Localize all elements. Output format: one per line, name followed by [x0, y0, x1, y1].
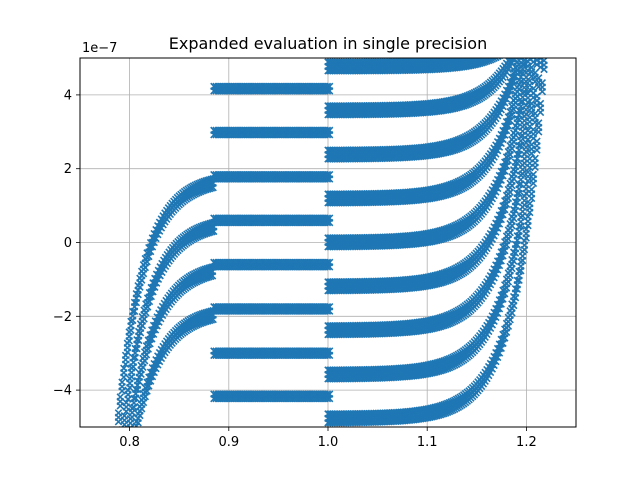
data-point [323, 390, 332, 398]
data-point [491, 51, 497, 57]
x-axis: 0.8 0.9 1.0 1.1 1.2 [119, 427, 537, 450]
data-point [130, 298, 139, 307]
data-point [500, 46, 506, 52]
data-point [511, 47, 517, 53]
data-point [323, 258, 332, 267]
y-tick-label: −4 [53, 384, 72, 399]
x-tick-label: 1.2 [516, 435, 537, 450]
data-point [491, 46, 497, 52]
data-point [510, 58, 518, 59]
data-point [325, 302, 334, 311]
data-point [118, 378, 126, 386]
data-point [519, 48, 525, 54]
data-point [509, 51, 515, 57]
data-point [489, 58, 496, 59]
data-point [116, 393, 125, 401]
data-point [325, 390, 334, 398]
data-point [323, 82, 332, 91]
data-point [113, 426, 121, 427]
data-point [498, 58, 505, 59]
data-point [527, 58, 533, 59]
y-tick-label: 4 [64, 88, 72, 103]
data-point [514, 49, 520, 55]
data-point [518, 46, 524, 52]
data-point [502, 49, 508, 55]
y-tick-label: 2 [64, 162, 72, 177]
data-point [493, 50, 499, 56]
y-tick-label: 0 [64, 236, 72, 251]
data-point [527, 47, 533, 53]
x-tick-label: 1.0 [318, 435, 339, 450]
data-point [323, 126, 332, 135]
data-point [323, 170, 332, 179]
data-point [512, 48, 518, 54]
data-point [493, 58, 502, 61]
data-point [492, 58, 500, 62]
data-point [533, 137, 541, 146]
data-point [130, 394, 138, 403]
data-point [323, 347, 332, 355]
data-point [131, 426, 139, 427]
x-tick-label: 1.1 [417, 435, 438, 450]
x-tick-label: 0.9 [218, 435, 239, 450]
data-point [323, 214, 332, 222]
data-point [489, 47, 495, 53]
data-point [494, 49, 500, 55]
data-point [493, 45, 499, 51]
data-point [323, 302, 332, 311]
data-point [530, 50, 536, 56]
data-point [129, 354, 138, 362]
data-point [325, 126, 334, 135]
data-point [505, 47, 511, 53]
data-point [119, 426, 127, 427]
data-point [496, 48, 502, 54]
data-point [503, 48, 509, 54]
data-point [114, 409, 123, 417]
y-tick-label: −2 [53, 310, 72, 325]
data-point [131, 385, 140, 394]
data-point [523, 48, 529, 54]
data-point [487, 48, 493, 54]
data-point [120, 364, 128, 373]
data-point [325, 347, 334, 355]
data-point [518, 51, 524, 57]
data-point [325, 214, 334, 222]
data-point [325, 170, 334, 179]
x-tick-label: 0.8 [119, 435, 140, 450]
data-point [527, 185, 536, 194]
data-point [325, 82, 334, 91]
chart-title: Expanded evaluation in single precision [169, 34, 487, 53]
data-point [125, 426, 133, 427]
data-point [500, 50, 506, 56]
data-point [131, 344, 139, 353]
data-point [498, 47, 504, 53]
data-point [325, 258, 334, 267]
data-point [133, 426, 140, 427]
y-offset-label: 1e−7 [82, 41, 117, 56]
data-point [120, 412, 129, 420]
data-points [113, 45, 548, 427]
data-point [507, 45, 513, 51]
y-axis: −4 −2 0 2 4 [53, 88, 80, 399]
data-point [129, 307, 137, 316]
